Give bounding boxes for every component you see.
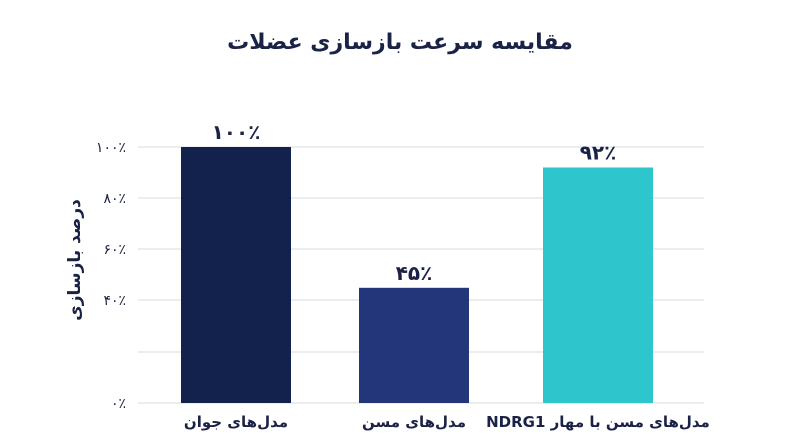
chart-title: مقایسه سرعت بازسازی عضلات xyxy=(227,30,573,55)
bar xyxy=(543,167,653,403)
y-axis-title: درصد بازسازی xyxy=(65,199,85,321)
bars xyxy=(181,147,653,403)
y-tick-label: ۶۰٪ xyxy=(103,242,126,258)
category-label: مدل‌های مسن با مهار NDRG1 xyxy=(486,413,710,431)
y-tick-label: ۰٪ xyxy=(111,396,126,412)
category-labels: مدل‌های جوان مدل‌های مسن مدل‌های مسن با مه… xyxy=(184,413,710,431)
y-tick-label: ۴۰٪ xyxy=(103,293,126,309)
value-labels: ۱۰۰٪ ۴۵٪ ۹۲٪ xyxy=(212,120,617,285)
bar xyxy=(359,287,469,403)
category-label: مدل‌های جوان xyxy=(184,413,288,431)
category-label: مدل‌های مسن xyxy=(362,413,466,431)
bar-value-label: ۹۲٪ xyxy=(580,140,617,164)
bar-value-label: ۱۰۰٪ xyxy=(212,120,261,144)
y-axis-ticks: ۰٪ ۴۰٪ ۶۰٪ ۸۰٪ ۱۰۰٪ xyxy=(96,140,126,412)
y-tick-label: ۸۰٪ xyxy=(103,191,126,207)
y-tick-label: ۱۰۰٪ xyxy=(96,140,126,156)
bar xyxy=(181,147,291,403)
bar-value-label: ۴۵٪ xyxy=(396,261,433,285)
